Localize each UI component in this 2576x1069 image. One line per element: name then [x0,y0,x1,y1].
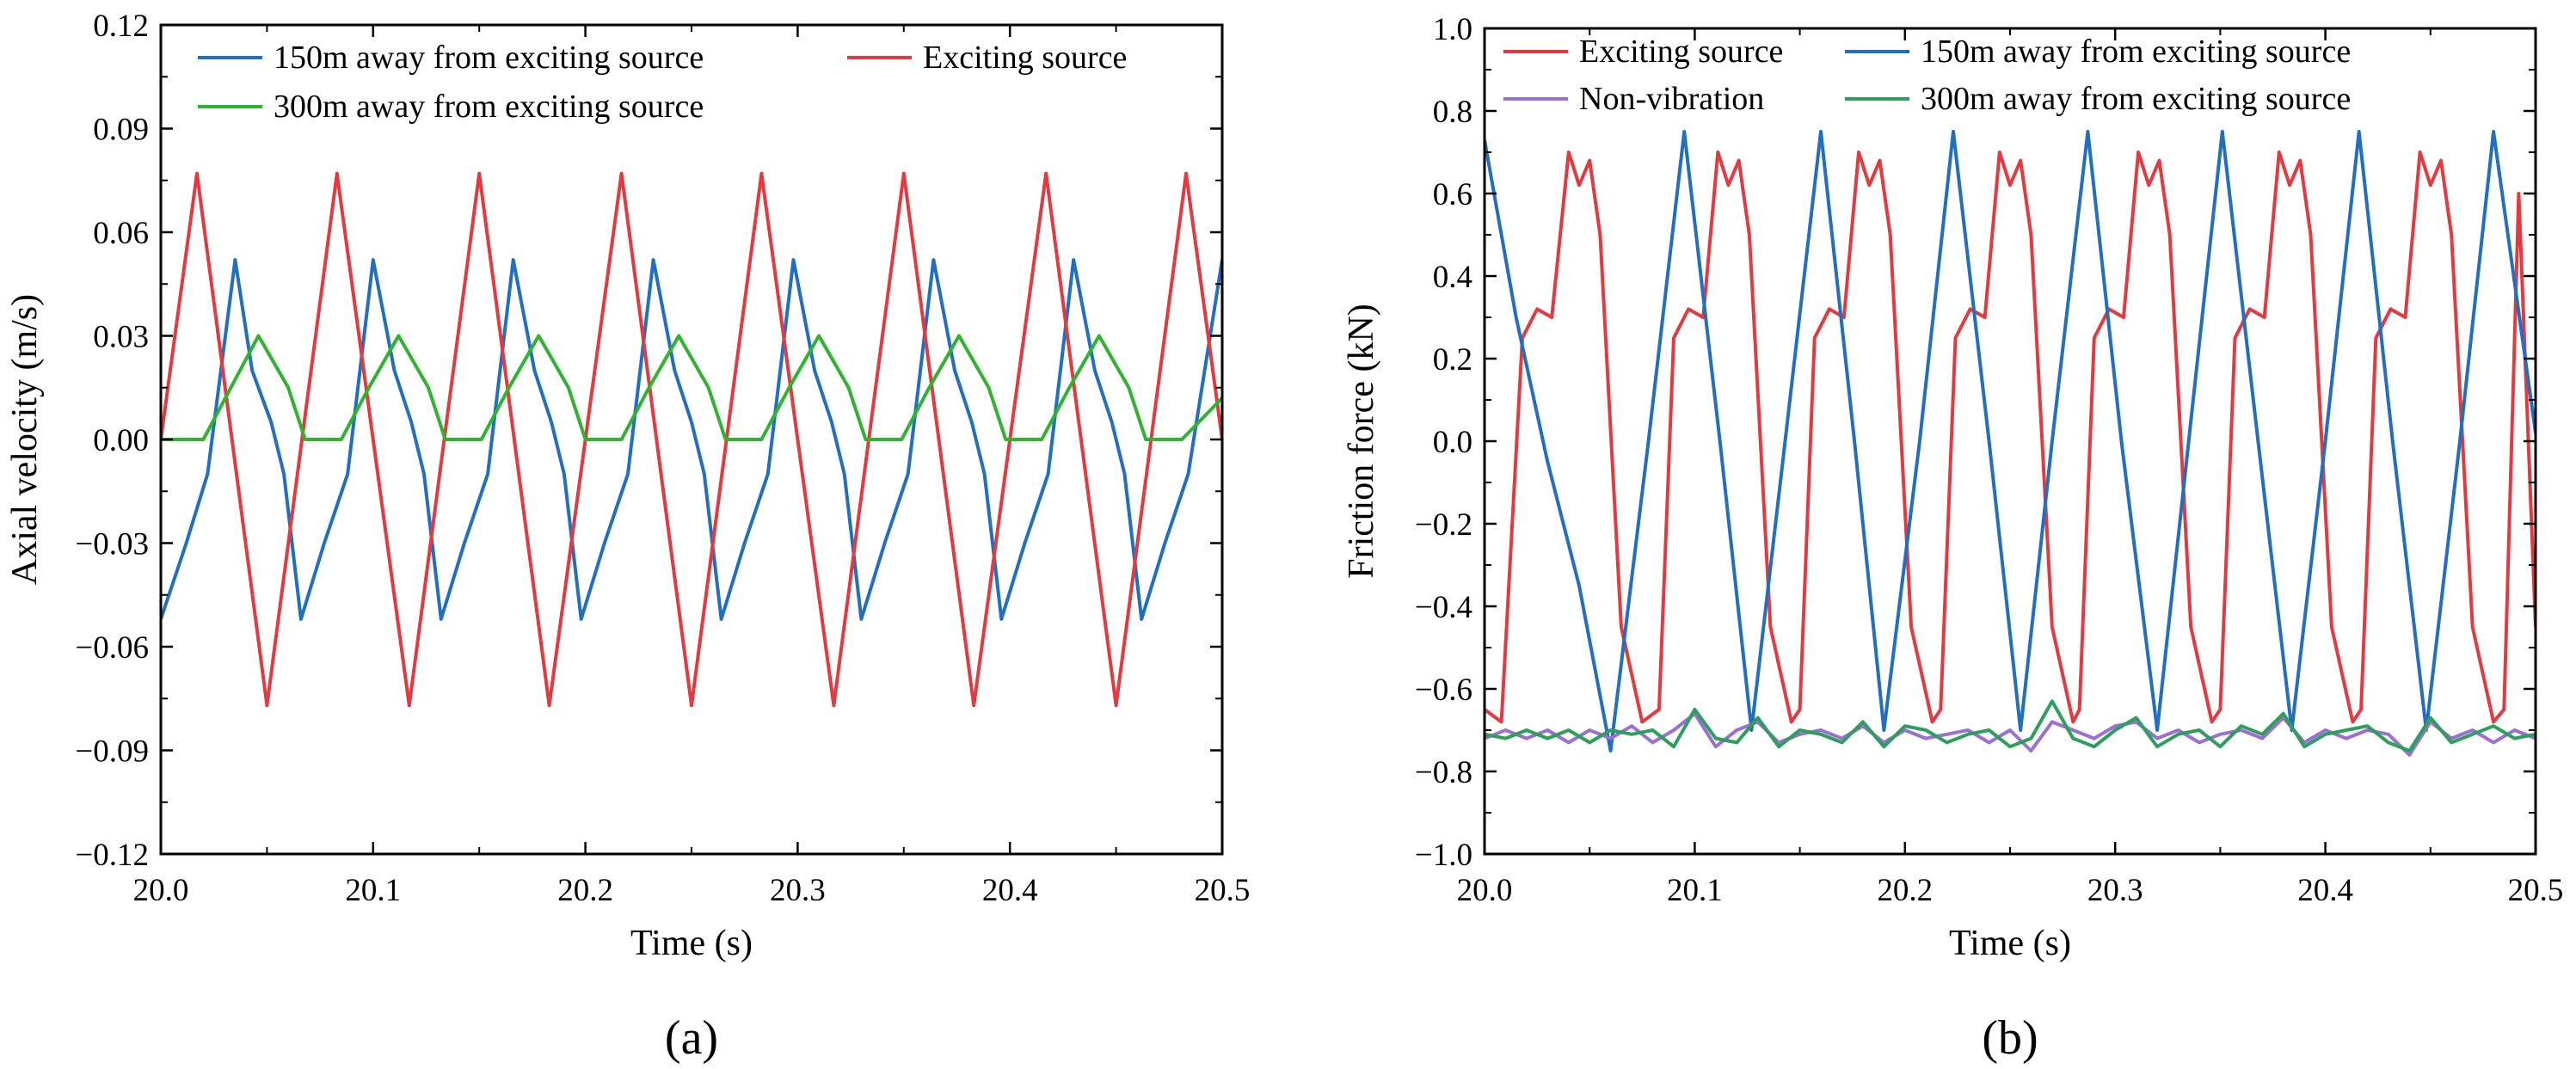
series-line-3 [161,334,1222,441]
y-tick-label: −0.8 [1415,755,1472,790]
x-tick-label: 20.1 [1667,873,1723,908]
panel-label: (b) [1982,1011,2038,1065]
y-tick-label: 0.12 [93,9,149,44]
y-tick-label: 0.4 [1433,260,1472,295]
x-axis-label: Time (s) [630,924,753,963]
x-tick-label: 20.0 [133,873,189,908]
y-tick-label: −0.4 [1415,590,1472,625]
y-tick-label: −1.0 [1415,838,1472,873]
x-tick-label: 20.1 [345,873,401,908]
x-tick-label: 20.3 [770,873,826,908]
chart-b: 20.0 20.1 20.2 20.3 20.4 20.5 −1.0 −0.8 −0.6 −0.4… [1342,12,2563,1065]
x-axis-label: Time (s) [1949,924,2071,963]
y-tick-label: 0.06 [93,216,149,251]
y-tick-label: 0.2 [1433,342,1472,378]
y-tick-label: −0.03 [75,527,149,562]
legend-label: Exciting source [1579,34,1783,70]
legend-label: Exciting source [923,40,1127,76]
legend-label: 150m away from exciting source [274,40,704,76]
series-line-3 [1485,711,2536,757]
legend-label: 300m away from exciting source [1921,81,2351,117]
y-tick-label: 0.00 [93,423,149,458]
series-line-1 [161,258,1222,621]
x-tick-label: 20.4 [982,873,1038,908]
y-axis-label: Friction force (kN) [1342,304,1381,579]
series-line-4 [1485,699,2536,753]
y-tick-label: 1.0 [1433,12,1472,47]
legend-label: Non-vibration [1579,81,1764,117]
series-line-1 [1485,151,2536,724]
y-tick-label: −0.09 [75,734,149,770]
y-tick-label: 0.0 [1433,425,1472,460]
y-tick-label: 0.03 [93,320,149,355]
y-tick-label: −0.2 [1415,507,1472,543]
legend-label: 150m away from exciting source [1921,34,2351,70]
y-tick-label: −0.06 [75,630,149,666]
series-line-2 [1485,130,2536,753]
y-tick-label: −0.12 [75,838,149,873]
y-tick-label: −0.6 [1415,673,1472,708]
y-tick-label: 0.8 [1433,95,1472,130]
chart-a: 20.0 20.1 20.2 20.3 20.4 20.5 −0.12 −0.09 −0.06 −… [5,9,1250,1065]
x-tick-label: 20.2 [557,873,613,908]
x-tick-label: 20.0 [1457,873,1513,908]
x-tick-label: 20.3 [2087,873,2143,908]
x-tick-label: 20.2 [1877,873,1933,908]
y-tick-label: 0.09 [93,113,149,148]
x-tick-label: 20.4 [2297,873,2353,908]
series-line-2 [161,171,1222,708]
legend-label: 300m away from exciting source [274,89,704,125]
y-tick-label: 0.6 [1433,177,1472,212]
x-tick-label: 20.5 [2508,873,2564,908]
y-axis-label: Axial velocity (m/s) [5,294,45,585]
panel-label: (a) [665,1011,718,1065]
x-tick-label: 20.5 [1195,873,1251,908]
